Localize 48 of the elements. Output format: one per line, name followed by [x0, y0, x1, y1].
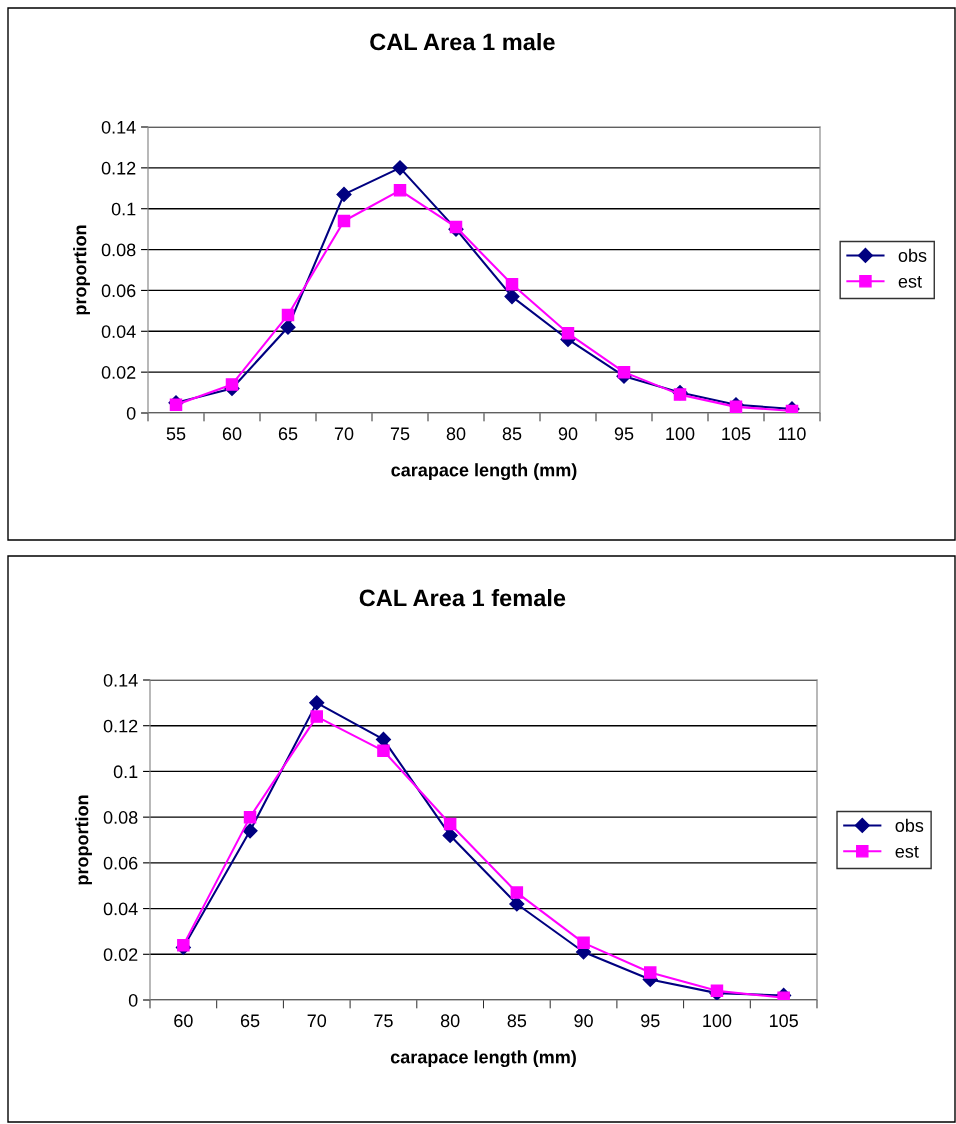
legend-label: est — [895, 845, 919, 858]
chart-title: CAL Area 1 male — [370, 33, 555, 51]
x-tick-label: 60 — [222, 427, 242, 441]
y-tick-label: 0.08 — [103, 811, 138, 824]
x-tick-label: 60 — [174, 1014, 193, 1028]
y-tick-label: 0.02 — [103, 948, 138, 962]
x-tick-label: 75 — [374, 1014, 393, 1028]
x-tick-label: 70 — [307, 1014, 327, 1028]
y-tick-label: 0.08 — [101, 243, 136, 257]
x-tick-label: 110 — [778, 427, 806, 441]
y-tick-label: 0.12 — [101, 161, 136, 175]
legend-label: obs — [898, 248, 927, 262]
y-tick-label: 0.02 — [101, 366, 136, 379]
x-tick-label: 70 — [334, 427, 354, 441]
y-tick-label: 0.06 — [103, 856, 138, 870]
y-tick-label: 0.14 — [103, 673, 138, 687]
x-tick-label: 80 — [446, 427, 466, 441]
x-tick-label: 100 — [666, 427, 695, 441]
y-tick-label: 0.1 — [113, 765, 138, 779]
y-axis-title: proportion — [73, 225, 90, 315]
x-tick-label: 65 — [278, 427, 298, 441]
y-tick-label: 0.1 — [111, 202, 136, 216]
x-tick-label: 90 — [574, 1014, 593, 1028]
x-axis-title: carapace length (mm) — [391, 463, 577, 481]
chart-title: CAL Area 1 female — [359, 588, 566, 607]
y-tick-label: 0 — [128, 993, 138, 1007]
x-tick-label: 65 — [240, 1014, 260, 1028]
x-tick-label: 80 — [440, 1014, 460, 1028]
x-axis-title: carapace length (mm) — [390, 1050, 576, 1068]
y-tick-label: 0.06 — [101, 284, 136, 298]
y-tick-label: 0 — [126, 406, 136, 420]
x-tick-label: 85 — [507, 1014, 527, 1028]
y-axis-title: proportion — [75, 795, 92, 885]
x-tick-label: 100 — [703, 1014, 732, 1028]
x-tick-label: 95 — [641, 1014, 660, 1028]
y-tick-label: 0.04 — [101, 325, 136, 339]
x-tick-label: 85 — [502, 427, 522, 441]
y-tick-label: 0.04 — [103, 902, 138, 916]
x-tick-label: 90 — [558, 427, 578, 441]
x-tick-label: 75 — [390, 427, 410, 441]
y-tick-label: 0.14 — [101, 120, 136, 134]
legend-label: obs — [895, 818, 924, 832]
x-tick-label: 95 — [614, 427, 634, 441]
x-tick-label: 105 — [722, 427, 751, 441]
x-tick-label: 105 — [769, 1014, 798, 1028]
y-tick-label: 0.12 — [103, 719, 138, 733]
legend-label: est — [898, 275, 922, 288]
x-tick-label: 55 — [166, 427, 186, 441]
